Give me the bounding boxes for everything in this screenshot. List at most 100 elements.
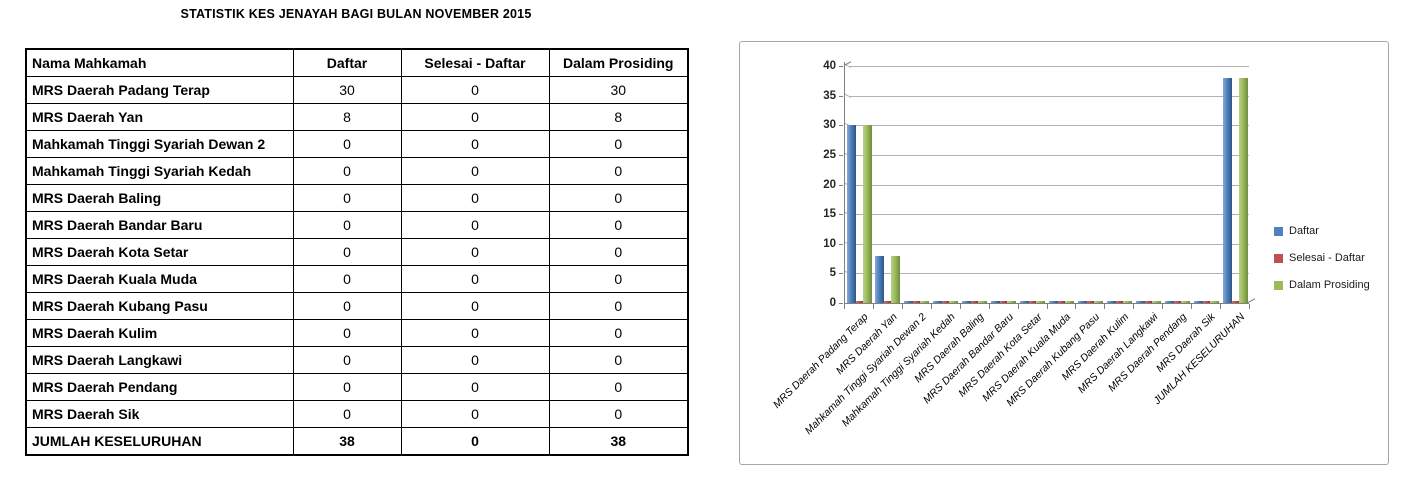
daftar-cell: 0 — [292, 265, 402, 293]
y-axis-tick — [839, 154, 843, 156]
gridline — [850, 243, 1249, 245]
gridline — [850, 95, 1249, 97]
bar-dalam-prosiding — [1151, 301, 1161, 303]
bar-daftar — [1222, 77, 1232, 303]
table-header-row: Nama Mahkamah Daftar Selesai - Daftar Da… — [25, 48, 689, 77]
daftar-cell: 0 — [292, 184, 402, 212]
daftar-cell: 0 — [292, 292, 402, 320]
bar-selesai-daftar — [1231, 301, 1239, 303]
bar-daftar — [933, 301, 943, 303]
gridline — [850, 214, 1249, 216]
table-row: Mahkamah Tinggi Syariah Kedah 0 0 0 — [25, 157, 689, 185]
court-name-cell: MRS Daerah Sik — [25, 400, 294, 428]
x-axis-tick — [1104, 304, 1106, 309]
bar-daftar — [1077, 301, 1087, 303]
table-row: MRS Daerah Kuala Muda 0 0 0 — [25, 265, 689, 293]
daftar-cell: 8 — [292, 103, 402, 131]
total-name-cell: JUMLAH KESELURUHAN — [25, 427, 294, 456]
selesai-cell: 0 — [400, 157, 550, 185]
table-header: Nama Mahkamah Daftar Selesai - Daftar Da… — [25, 48, 689, 77]
table-row: MRS Daerah Padang Terap 30 0 30 — [25, 76, 689, 104]
court-name-cell: MRS Daerah Baling — [25, 184, 294, 212]
bar-dalam-prosiding — [862, 125, 872, 303]
table-row: MRS Daerah Kubang Pasu 0 0 0 — [25, 292, 689, 320]
bar-selesai-daftar — [1086, 301, 1094, 303]
court-name-cell: MRS Daerah Kubang Pasu — [25, 292, 294, 320]
y-axis-tick-label: 10 — [823, 237, 836, 250]
daftar-cell: 0 — [292, 400, 402, 428]
bar-dalam-prosiding — [920, 301, 930, 303]
column-header-nama-mahkamah: Nama Mahkamah — [25, 48, 294, 77]
gridline — [850, 184, 1249, 186]
y-axis-tick-label: 5 — [829, 267, 836, 280]
daftar-cell: 0 — [292, 211, 402, 239]
bar-dalam-prosiding — [1065, 301, 1074, 303]
y-axis-tick — [839, 125, 843, 127]
bar-selesai-daftar — [1029, 301, 1037, 303]
selesai-cell: 0 — [400, 211, 550, 239]
table-row: MRS Daerah Yan 8 0 8 — [25, 103, 689, 131]
bar-dalam-prosiding — [978, 301, 988, 303]
bar-dalam-prosiding — [949, 301, 959, 303]
total-dalam-cell: 38 — [548, 427, 689, 456]
legend-swatch-selesai-daftar — [1274, 254, 1283, 263]
bar-selesai-daftar — [884, 301, 892, 303]
dalam-cell: 0 — [548, 373, 689, 401]
bar-daftar — [1135, 301, 1145, 303]
legend-label: Daftar — [1289, 225, 1319, 237]
bar-daftar — [962, 301, 972, 303]
dalam-cell: 0 — [548, 265, 689, 293]
bar-selesai-daftar — [1144, 301, 1152, 303]
table-row: MRS Daerah Sik 0 0 0 — [25, 400, 689, 428]
selesai-cell: 0 — [400, 238, 550, 266]
selesai-cell: 0 — [400, 103, 550, 131]
dalam-cell: 0 — [548, 184, 689, 212]
court-name-cell: MRS Daerah Langkawi — [25, 346, 294, 374]
legend-item: Daftar — [1274, 226, 1319, 237]
selesai-cell: 0 — [400, 76, 550, 104]
court-name-cell: MRS Daerah Padang Terap — [25, 76, 294, 104]
x-axis-tick — [1075, 304, 1077, 309]
x-axis-tick — [959, 304, 961, 309]
y-axis-tick-label: 25 — [823, 148, 836, 161]
y-axis-tick — [839, 66, 843, 67]
gridline — [850, 125, 1249, 127]
daftar-cell: 0 — [292, 130, 402, 158]
daftar-cell: 0 — [292, 346, 402, 374]
bar-daftar — [1020, 301, 1030, 303]
bar-dalam-prosiding — [891, 255, 901, 303]
dalam-cell: 0 — [548, 400, 689, 428]
statistics-table: Nama Mahkamah Daftar Selesai - Daftar Da… — [25, 48, 689, 456]
legend-label: Selesai - Daftar — [1289, 252, 1365, 264]
bar-selesai-daftar — [942, 301, 950, 303]
x-axis-tick — [1162, 304, 1164, 309]
selesai-cell: 0 — [400, 400, 550, 428]
bar-selesai-daftar — [971, 301, 979, 303]
dalam-cell: 0 — [548, 319, 689, 347]
court-name-cell: MRS Daerah Kota Setar — [25, 238, 294, 266]
dalam-cell: 0 — [548, 157, 689, 185]
bar-selesai-daftar — [1058, 301, 1065, 303]
total-selesai-cell: 0 — [400, 427, 550, 456]
axis-end-bevel — [1247, 298, 1256, 303]
y-axis-tick-label: 0 — [829, 297, 836, 309]
x-axis-tick — [930, 304, 932, 309]
total-daftar-cell: 38 — [292, 427, 402, 456]
dalam-cell: 0 — [548, 211, 689, 239]
dalam-cell: 8 — [548, 103, 689, 131]
y-axis-tick-label: 35 — [823, 89, 836, 102]
court-name-cell: MRS Daerah Kulim — [25, 319, 294, 347]
bar-selesai-daftar — [1115, 301, 1123, 303]
bar-dalam-prosiding — [1036, 301, 1046, 303]
bar-daftar — [1049, 301, 1058, 303]
y-axis-tick — [839, 214, 843, 216]
bar-daftar — [1193, 301, 1203, 303]
y-axis-tick — [839, 303, 843, 304]
bar-dalam-prosiding — [1122, 301, 1132, 303]
chart: 0 5 10 15 20 25 30 35 40 MRS Daerah Padang Terap M… — [739, 41, 1389, 465]
dalam-cell: 0 — [548, 346, 689, 374]
x-axis-tick — [844, 304, 845, 309]
court-name-cell: MRS Daerah Pendang — [25, 373, 294, 401]
bar-selesai-daftar — [855, 301, 863, 303]
